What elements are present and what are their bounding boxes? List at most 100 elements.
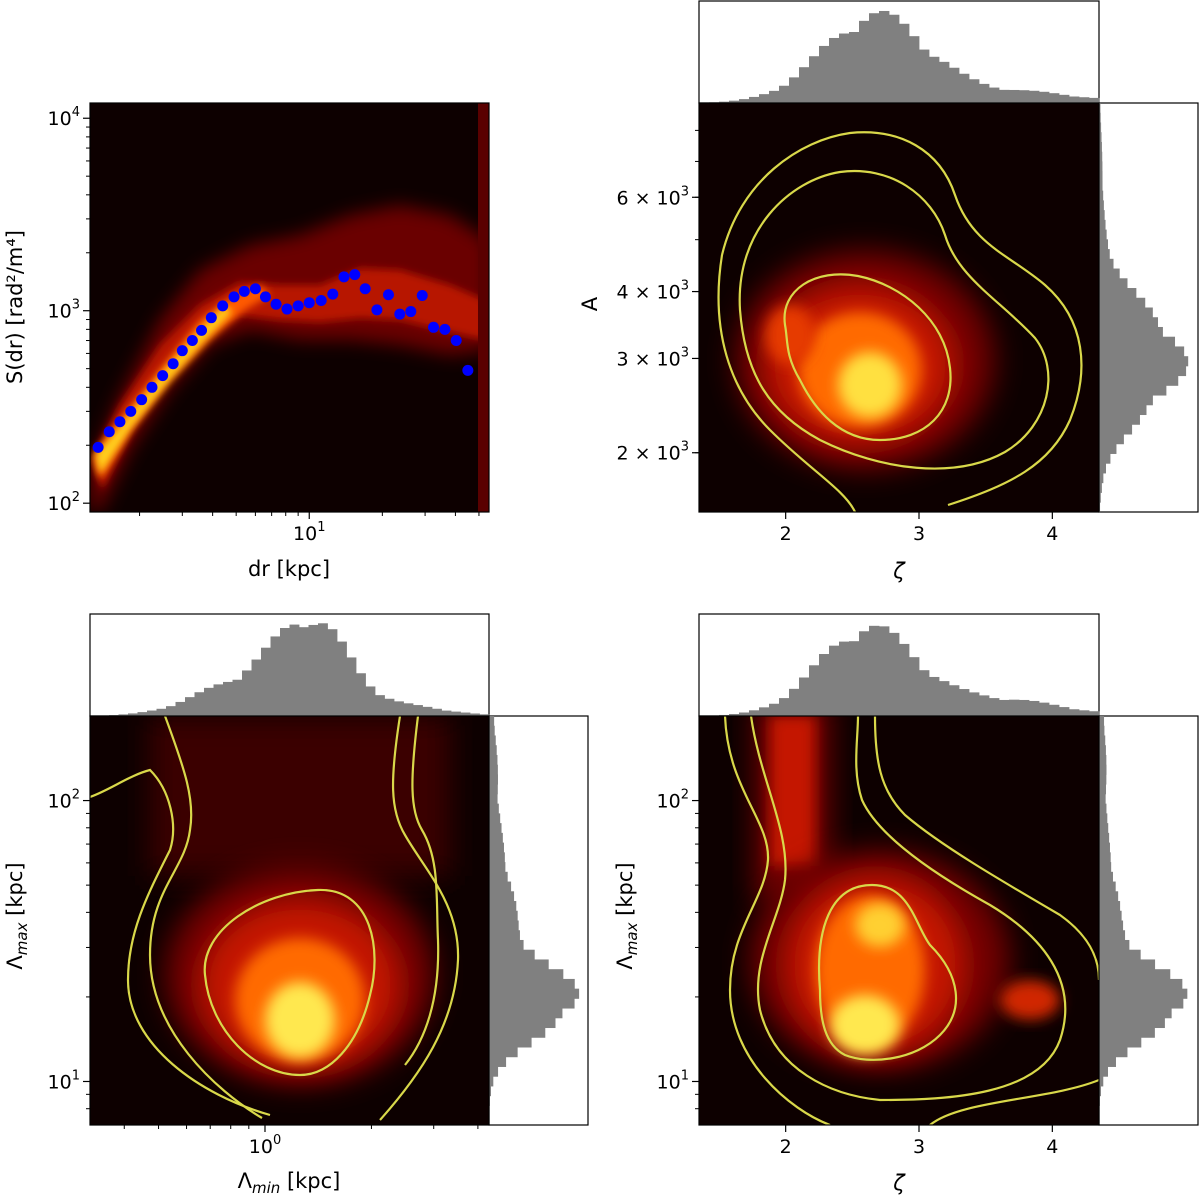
histogram-bar (1039, 91, 1050, 103)
histogram-bar (1099, 200, 1104, 211)
histogram-bar (989, 698, 1000, 716)
p3-frame (89, 715, 490, 1126)
histogram-bar (1099, 473, 1104, 484)
p1-data-point (416, 289, 428, 301)
panel-lambda-max-vs-lambda-min: 100 101 102 Λmin [kpc] Λmax [kpc] (3, 613, 589, 1195)
histogram-bar (251, 659, 262, 716)
p4-right-histogram (1099, 716, 1188, 1126)
histogram-bar (1099, 424, 1133, 435)
histogram-bar (1099, 482, 1102, 493)
histogram-bar (1099, 356, 1189, 367)
histogram-bar (1099, 404, 1147, 416)
p4-y-tick-label: 102 (657, 788, 689, 813)
p4-contours (723, 716, 1099, 1125)
histogram-bar (489, 930, 520, 941)
histogram-bar (413, 705, 423, 716)
p1-ridge-mid (92, 268, 485, 490)
histogram-bar (489, 910, 518, 921)
histogram-bar (489, 920, 519, 931)
histogram-bar (849, 32, 860, 104)
p4-x-tick-label: 2 (780, 1136, 792, 1158)
histogram-bar (460, 712, 471, 716)
p3-contours (90, 716, 460, 1121)
histogram-bar (969, 79, 980, 103)
histogram-bar (489, 988, 580, 999)
histogram-bar (1099, 793, 1106, 805)
p1-data-point (196, 324, 208, 336)
p4-y-ticks: 101 102 (657, 788, 699, 1110)
p1-data-point (281, 303, 293, 315)
histogram-bar (919, 49, 930, 103)
p2-y-axis-label: A (578, 296, 602, 311)
histogram-bar (769, 703, 780, 716)
histogram-bar (489, 1066, 499, 1077)
histogram-bar (441, 710, 452, 716)
histogram-bar (1099, 492, 1101, 503)
histogram-bar (489, 852, 505, 863)
histogram-bar (1099, 998, 1184, 1009)
histogram-bar (242, 670, 252, 716)
p2-y-tick-label: 3 × 103 (616, 345, 689, 370)
histogram-bar (489, 998, 575, 1009)
histogram-bar (1099, 161, 1103, 172)
p1-data-point (114, 416, 126, 428)
histogram-bar (1099, 735, 1106, 746)
p1-data-point (186, 335, 198, 347)
histogram-bar (175, 701, 186, 716)
p1-data-point (125, 405, 137, 417)
histogram-bar (889, 632, 900, 716)
p4-x-ticks: 2 3 4 (780, 1125, 1058, 1158)
histogram-bar (1099, 1066, 1109, 1077)
p1-data-point (450, 335, 462, 347)
histogram-bar (280, 628, 290, 716)
histogram-bar (1099, 219, 1106, 230)
histogram-bar (489, 891, 515, 902)
histogram-bar (1039, 702, 1050, 716)
p2-density-heatmap (735, 250, 995, 470)
p1-y-tick-label: 104 (48, 105, 80, 130)
histogram-bar (859, 631, 870, 716)
histogram-bar (999, 699, 1010, 716)
histogram-bar (346, 657, 357, 716)
histogram-bar (779, 698, 790, 716)
p1-data-point (176, 345, 188, 357)
histogram-bar (1059, 707, 1070, 716)
p1-x-ticks: 101 (139, 512, 480, 545)
p1-data-point (292, 300, 304, 312)
histogram-bar (213, 684, 224, 716)
p1-ridge-core (94, 285, 270, 480)
histogram-bar (1099, 365, 1187, 377)
panel-A-vs-zeta: 2 3 4 2 × 103 3 × 103 4 × 103 6 × 103 ζ A (578, 0, 1199, 583)
histogram-bar (489, 881, 512, 892)
histogram-bar (1019, 90, 1030, 103)
p2-y-tick-label: 2 × 103 (616, 440, 689, 465)
p1-data-point (405, 306, 417, 318)
p1-data-point (359, 283, 371, 295)
histogram-bar (859, 20, 870, 103)
histogram-bar (1099, 1017, 1165, 1029)
histogram-bar (1099, 112, 1101, 123)
p3-y-axis-label: Λmax [kpc] (3, 862, 31, 969)
p1-y-ticks: 102 103 104 (48, 105, 90, 515)
p4-x-axis-label: ζ (892, 1171, 906, 1195)
histogram-bar (1099, 930, 1126, 941)
histogram-bar (809, 56, 820, 103)
histogram-bar (223, 681, 233, 716)
histogram-bar (1099, 1027, 1155, 1038)
histogram-bar (829, 645, 840, 716)
histogram-bar (489, 939, 524, 951)
histogram-bar (729, 714, 740, 716)
p1-data-point (249, 283, 261, 295)
p2-contour-mid (738, 169, 1050, 470)
p4-blob-right (1000, 980, 1060, 1020)
p3-contour-inner (203, 888, 376, 1077)
histogram-bar (204, 687, 214, 716)
histogram-bar (432, 708, 442, 716)
histogram-bar (829, 37, 840, 103)
histogram-bar (909, 657, 920, 716)
p2-blob-hot (838, 352, 902, 418)
histogram-bar (1099, 239, 1109, 250)
p3-contour-outer (90, 716, 440, 1117)
p4-blob-hot-upper (855, 903, 905, 947)
